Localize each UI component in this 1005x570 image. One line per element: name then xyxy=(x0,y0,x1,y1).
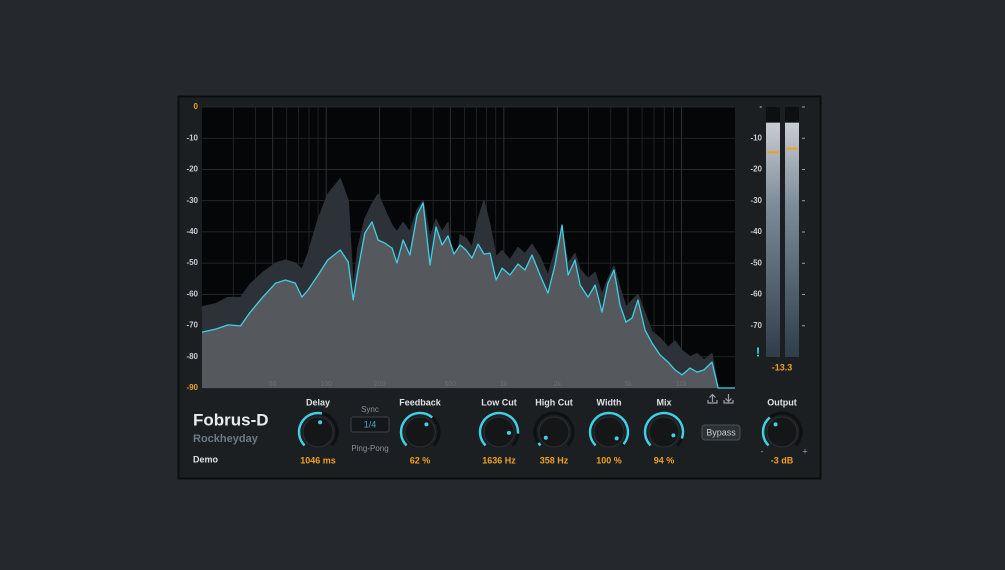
x-tick-label: 50 xyxy=(269,381,277,388)
y-tick-label: -20 xyxy=(186,165,198,174)
knob-label: Delay xyxy=(306,397,330,407)
clip-indicator[interactable]: ! xyxy=(756,344,760,359)
knob-value: 358 Hz xyxy=(540,455,569,465)
x-tick-label: 1k xyxy=(500,381,508,388)
knob-pointer xyxy=(671,433,676,438)
knob-arc xyxy=(643,411,685,447)
knob-label: High Cut xyxy=(535,397,573,407)
knob-value: 1636 Hz xyxy=(482,455,516,465)
knob-pointer xyxy=(506,430,511,435)
output-plus: + xyxy=(802,446,807,456)
knob-value: 1046 ms xyxy=(300,455,336,465)
y-tick-label: -50 xyxy=(186,258,198,267)
knob-pointer xyxy=(773,422,778,427)
knob-arc xyxy=(478,411,520,447)
knob-arc xyxy=(761,416,771,447)
x-tick-label: 2k xyxy=(554,381,562,388)
knob-label: Width xyxy=(597,397,622,407)
vendor: Rockheyday xyxy=(193,433,259,445)
knob-value: -3 dB xyxy=(771,455,794,465)
ping-pong[interactable]: Ping-Pong xyxy=(351,444,388,453)
knobs: Delay 1046 ms Feedback 62 % Low Cut 1636 Hz Hi… xyxy=(297,397,803,465)
knob[interactable] xyxy=(404,416,436,448)
y-tick-label: -30 xyxy=(186,196,198,205)
bypass-label[interactable]: Bypass xyxy=(706,427,736,437)
y-tick-label: -80 xyxy=(186,352,198,361)
meter-tick-label: -10 xyxy=(750,133,762,142)
y-tick-label: -70 xyxy=(186,321,198,330)
sync-value[interactable]: 1/4 xyxy=(364,419,377,429)
knob-value: 62 % xyxy=(410,455,431,465)
knob[interactable] xyxy=(302,416,334,448)
y-tick-label: -60 xyxy=(186,289,198,298)
bypass-button[interactable] xyxy=(701,424,741,441)
meter-tick-label: - xyxy=(759,102,762,111)
spectrum-line xyxy=(201,202,735,389)
knob-label: Mix xyxy=(656,397,671,407)
knob-label: Low Cut xyxy=(481,397,517,407)
knob-arc xyxy=(588,411,630,447)
meter-tick-label: -60 xyxy=(750,290,762,299)
sync-button[interactable] xyxy=(350,416,390,433)
knob-pointer xyxy=(318,420,323,425)
knob-arc xyxy=(297,411,323,447)
knob-pointer xyxy=(424,422,429,427)
peak-readout: -13.3 xyxy=(772,362,793,372)
knob-value: 100 % xyxy=(596,455,622,465)
license: Demo xyxy=(193,454,219,464)
meter-tick-label: -50 xyxy=(750,258,762,267)
x-tick-label: 10k xyxy=(676,381,688,388)
knob-pointer xyxy=(614,436,619,441)
y-tick-label: -90 xyxy=(186,383,198,392)
knob[interactable] xyxy=(483,416,515,448)
import-icon[interactable] xyxy=(723,394,734,404)
x-tick-label: 100 xyxy=(320,381,332,388)
spectrum-line xyxy=(201,178,735,389)
y-tick-label: -40 xyxy=(186,227,198,236)
level-meter: - -10 -20 -30 -40 -50 -60 -70! -13.3 xyxy=(750,102,805,372)
knob[interactable] xyxy=(766,416,798,448)
meter-tick-label: -20 xyxy=(750,165,762,174)
knob-label: Output xyxy=(767,397,797,407)
meter-tick-label: -70 xyxy=(750,321,762,330)
meter-bar xyxy=(785,122,799,357)
output-minus: - xyxy=(761,446,764,456)
export-icon[interactable] xyxy=(707,393,718,404)
knob[interactable] xyxy=(593,416,625,448)
meter-bar xyxy=(766,122,780,357)
spectrum: 0 -10 -20 -30 -40 -50 -60 -70 -80 -90 50 100 200 500 1… xyxy=(186,102,735,392)
knob-pointer xyxy=(543,435,548,440)
x-tick-label: 200 xyxy=(374,381,386,388)
meter-tick-label: -40 xyxy=(750,227,762,236)
x-tick-label: 5k xyxy=(624,381,632,388)
knob-arc xyxy=(537,442,542,447)
meter-tick-label: -30 xyxy=(750,196,762,205)
spectrum-fill xyxy=(202,202,735,388)
plugin-name: Fobrus-D xyxy=(193,410,269,429)
y-tick-label: 0 xyxy=(194,102,199,111)
x-tick-label: 500 xyxy=(445,381,457,388)
knob[interactable] xyxy=(648,416,680,448)
knob-track xyxy=(533,411,575,447)
sync-label: Sync xyxy=(361,405,379,414)
knob-value: 94 % xyxy=(654,455,675,465)
knob-label: Feedback xyxy=(399,397,442,407)
knob-arc xyxy=(399,411,434,447)
y-tick-label: -10 xyxy=(186,133,198,142)
knob[interactable] xyxy=(538,416,570,448)
